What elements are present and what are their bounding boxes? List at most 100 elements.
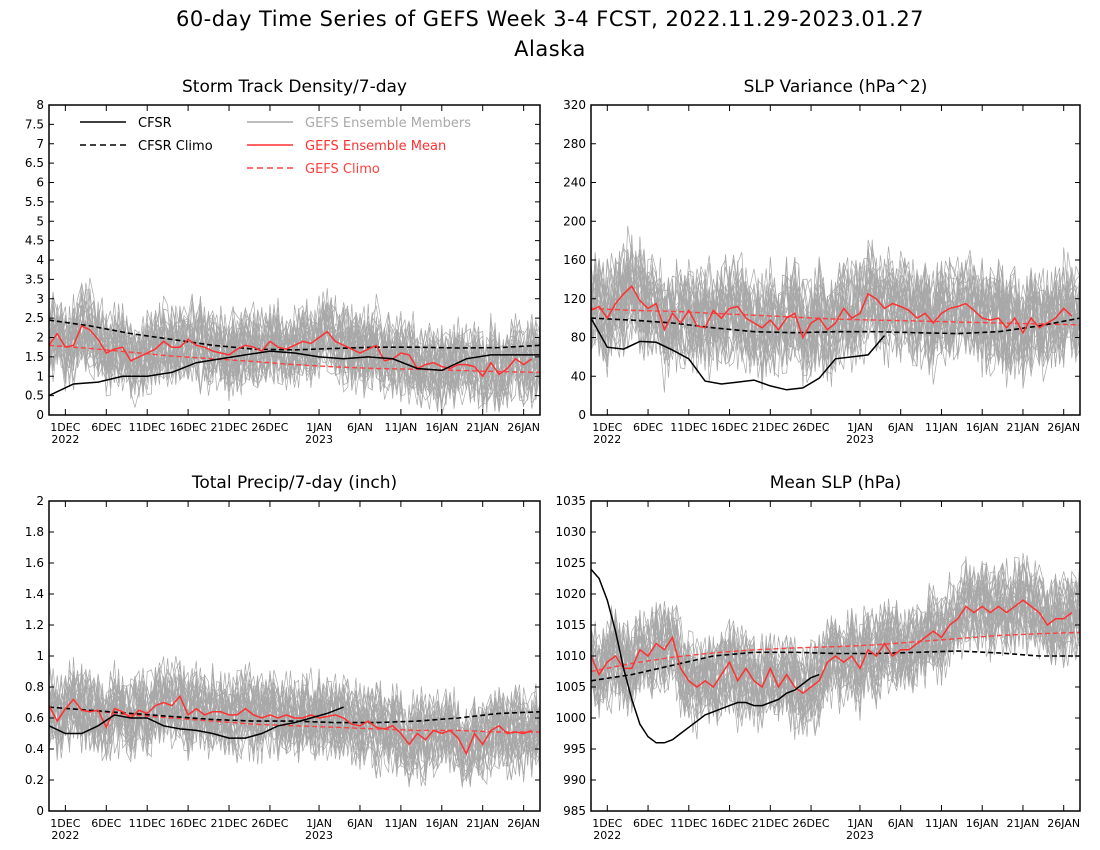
x-year-label: 2022 xyxy=(593,433,621,446)
x-tick-label: 11JAN xyxy=(925,817,958,830)
chart-title: Storm Track Density/7-day xyxy=(182,77,407,97)
y-tick-label: 5 xyxy=(36,214,44,228)
chart-panel-2: SLP Variance (hPa^2) 0 40 80 120 160 200 240 280… xyxy=(563,77,1081,446)
x-tick-label: 26DEC xyxy=(251,817,288,830)
x-tick-label: 26JAN xyxy=(507,817,540,830)
x-tick-label: 6JAN xyxy=(888,421,914,434)
y-tick-label: 3 xyxy=(36,292,44,306)
y-tick-label: 985 xyxy=(563,804,586,818)
y-tick-label: 1.5 xyxy=(25,350,44,364)
cfsr-line xyxy=(49,706,344,739)
page-subtitle: Alaska xyxy=(514,37,586,61)
y-tick-label: 320 xyxy=(563,98,586,112)
page-title: 60-day Time Series of GEFS Week 3-4 FCST… xyxy=(176,7,924,31)
cfsr-climo-line xyxy=(49,319,540,351)
x-year-label: 2022 xyxy=(51,829,79,842)
x-tick-label: 6DEC xyxy=(91,421,121,434)
ensemble-member-line xyxy=(591,251,1080,374)
y-tick-label: 995 xyxy=(563,742,586,756)
x-tick-label: 1DEC xyxy=(50,817,80,830)
y-tick-label: 0 xyxy=(36,408,44,422)
ensemble-member-line xyxy=(49,669,540,765)
x-tick-label: 1DEC xyxy=(592,817,622,830)
ensemble-member-line xyxy=(591,257,1080,376)
x-tick-label: 11DEC xyxy=(670,421,707,434)
y-tick-label: 4.5 xyxy=(25,234,44,248)
y-tick-label: 6 xyxy=(36,176,44,190)
series-lines xyxy=(49,694,540,756)
y-tick-label: 240 xyxy=(563,176,586,190)
legend-label-members: GEFS Ensemble Members xyxy=(305,116,471,131)
x-tick-label: 26JAN xyxy=(507,421,540,434)
y-tick-label: 1015 xyxy=(555,618,586,632)
x-tick-label: 16JAN xyxy=(425,421,458,434)
x-tick-label: 21DEC xyxy=(752,817,789,830)
mean-line xyxy=(591,599,1073,695)
y-tick-label: 0.5 xyxy=(25,389,44,403)
x-tick-label: 16DEC xyxy=(711,421,748,434)
mean-line xyxy=(49,694,533,756)
series-lines xyxy=(49,319,540,397)
y-tick-label: 2 xyxy=(36,494,44,508)
series-lines xyxy=(591,568,1080,744)
x-tick-label: 1JAN xyxy=(306,421,332,434)
x-tick-label: 16DEC xyxy=(711,817,748,830)
chart-panel-4: Mean SLP (hPa) 985 990 995 1000 1005 1010 1015 1… xyxy=(555,473,1081,842)
ensemble-member-line xyxy=(591,255,1080,376)
ensemble-member-line xyxy=(49,670,540,778)
ensemble-member-line xyxy=(591,252,1080,376)
x-tick-label: 26DEC xyxy=(792,817,829,830)
x-tick-label: 21JAN xyxy=(466,421,499,434)
y-tick-label: 1025 xyxy=(555,556,586,570)
ensemble-members xyxy=(49,656,540,788)
ensemble-member-line xyxy=(49,669,540,782)
legend-label-mean: GEFS Ensemble Mean xyxy=(305,139,446,154)
legend: CFSR CFSR Climo GEFS Ensemble Members GEFS … xyxy=(80,116,471,177)
y-tick-label: 1020 xyxy=(555,587,586,601)
ensemble-members xyxy=(591,225,1080,393)
chart-panel-1: Storm Track Density/7-day 0 0.5 1 1.5 2 2.5 3 3.… xyxy=(25,77,541,446)
x-year-label: 2023 xyxy=(846,829,874,842)
x-tick-label: 6DEC xyxy=(91,817,121,830)
legend-label-cfsr-climo: CFSR Climo xyxy=(138,139,213,154)
legend-label-cfsr: CFSR xyxy=(138,116,172,131)
x-tick-label: 6JAN xyxy=(347,817,373,830)
gefs-climo-line xyxy=(49,344,540,374)
chart-title: Total Precip/7-day (inch) xyxy=(191,473,397,493)
y-tick-label: 1030 xyxy=(555,525,586,539)
y-tick-label: 5.5 xyxy=(25,195,44,209)
y-tick-label: 0.8 xyxy=(25,680,44,694)
gefs-climo-line xyxy=(591,307,1080,326)
x-tick-label: 26JAN xyxy=(1047,817,1080,830)
y-tick-label: 0 xyxy=(36,804,44,818)
x-tick-label: 1DEC xyxy=(592,421,622,434)
y-tick-label: 4 xyxy=(36,253,44,267)
ensemble-member-line xyxy=(49,656,540,786)
x-tick-label: 26JAN xyxy=(1047,421,1080,434)
y-tick-label: 120 xyxy=(563,292,586,306)
x-tick-label: 21JAN xyxy=(466,817,499,830)
ensemble-member-line xyxy=(49,299,540,399)
ensemble-members xyxy=(49,277,540,415)
y-tick-label: 0.6 xyxy=(25,711,44,725)
x-tick-label: 11DEC xyxy=(129,421,166,434)
x-tick-label: 1JAN xyxy=(306,817,332,830)
y-tick-label: 8 xyxy=(36,98,44,112)
x-tick-label: 21DEC xyxy=(210,817,247,830)
ensemble-member-line xyxy=(49,290,540,404)
x-tick-label: 21JAN xyxy=(1007,817,1040,830)
chart-title: SLP Variance (hPa^2) xyxy=(744,77,928,97)
y-tick-label: 1.4 xyxy=(25,587,44,601)
x-tick-label: 21DEC xyxy=(210,421,247,434)
cfsr-line xyxy=(591,568,820,744)
cfsr-climo-line xyxy=(591,650,1080,682)
y-tick-label: 2.5 xyxy=(25,311,44,325)
chart-panel-3: Total Precip/7-day (inch)00.20.40.60.811… xyxy=(25,473,541,842)
y-tick-label: 1.8 xyxy=(25,525,44,539)
y-tick-label: 0.4 xyxy=(25,742,44,756)
x-tick-label: 11DEC xyxy=(670,817,707,830)
y-tick-label: 1010 xyxy=(555,649,586,663)
y-tick-label: 200 xyxy=(563,214,586,228)
y-tick-label: 990 xyxy=(563,773,586,787)
